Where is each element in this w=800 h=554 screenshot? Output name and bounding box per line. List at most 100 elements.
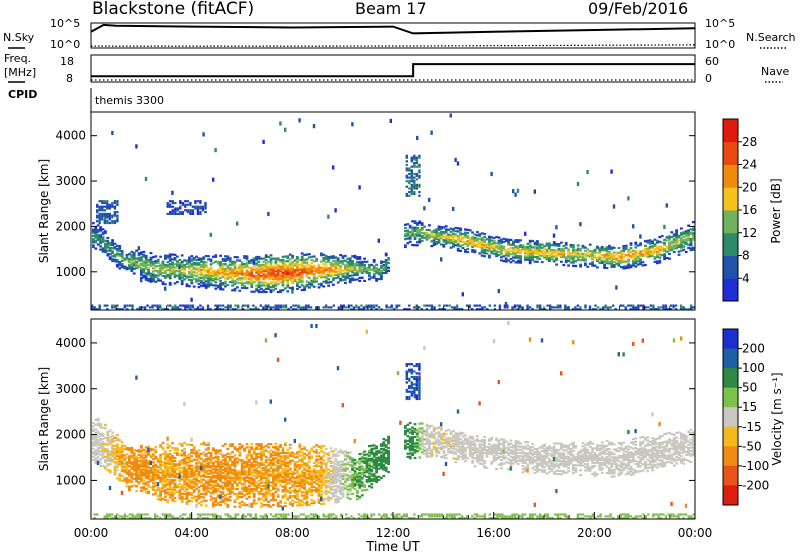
- velocity-cell: [214, 471, 218, 474]
- power-cell: [324, 264, 328, 267]
- power-cell: [166, 261, 170, 264]
- velocity-cell: [140, 475, 143, 478]
- power-cell: [267, 270, 270, 273]
- velocity-cell: [233, 463, 237, 467]
- velocity-cell: [209, 480, 213, 484]
- velocity-cell: [101, 434, 105, 437]
- power-cell: [483, 240, 486, 243]
- power-cell: [257, 289, 261, 292]
- power-cell: [171, 261, 174, 264]
- velocity-cell: [178, 454, 182, 457]
- velocity-cell: [168, 466, 172, 469]
- velocity-cell: [264, 499, 268, 502]
- power-cell: [147, 263, 150, 266]
- velocity-cell: [243, 486, 246, 489]
- power-cell: [329, 257, 333, 260]
- velocity-cell: [190, 496, 194, 499]
- power-cell: [528, 262, 532, 265]
- power-patch-cell: [556, 306, 559, 309]
- power-cell: [99, 226, 102, 229]
- power-cell: [286, 290, 290, 293]
- velocity-cell: [142, 488, 146, 492]
- velocity-cell: [245, 491, 249, 494]
- velocity-cell: [236, 460, 239, 463]
- power-cell: [478, 234, 482, 237]
- velocity-cell: [240, 470, 244, 473]
- velocity-cell: [264, 476, 268, 479]
- power-cell: [500, 240, 503, 243]
- power-patch-cell: [453, 306, 456, 309]
- power-cell: [617, 262, 621, 265]
- velocity-cell: [111, 434, 114, 437]
- power-cell: [344, 272, 347, 275]
- power-cell: [327, 260, 330, 263]
- power-cell: [144, 278, 148, 281]
- power-cell: [312, 280, 316, 283]
- velocity-cell: [262, 471, 266, 475]
- velocity-cell: [291, 453, 294, 456]
- velocity-cell: [118, 447, 122, 450]
- velocity-cell: [257, 443, 261, 446]
- frequency-line: [91, 63, 695, 78]
- power-patch-cell: [126, 304, 129, 307]
- power-patch-cell: [103, 205, 106, 208]
- power-patch-cell: [566, 306, 569, 309]
- power-patch-cell: [113, 207, 117, 210]
- power-cell: [660, 247, 664, 250]
- velocity-cell: [238, 481, 242, 484]
- power-cell: [449, 227, 453, 230]
- power-cell: [555, 250, 558, 253]
- power-cell: [260, 287, 263, 290]
- power-cell: [596, 247, 599, 250]
- velocity-cell: [243, 478, 246, 481]
- power-cell: [459, 229, 462, 232]
- velocity-cell: [245, 463, 249, 467]
- power-cell: [123, 267, 126, 270]
- velocity-cell: [252, 500, 256, 503]
- power-cell: [300, 289, 304, 292]
- power-patch-cell: [518, 306, 522, 309]
- power-patch-cell: [204, 211, 207, 214]
- power-cell: [276, 278, 280, 281]
- velocity-cell: [224, 463, 227, 467]
- power-cell: [483, 255, 486, 258]
- power-cell: [336, 271, 340, 274]
- velocity-cell: [276, 466, 280, 469]
- power-patch-cell: [410, 178, 413, 181]
- power-cell: [680, 227, 683, 230]
- velocity-cell: [207, 447, 210, 450]
- power-cell: [212, 274, 215, 277]
- power-cell: [207, 267, 210, 270]
- power-cell: [204, 283, 208, 286]
- power-cell: [675, 243, 678, 246]
- velocity-cell: [180, 492, 184, 495]
- velocity-cell: [185, 493, 189, 496]
- power-cell: [286, 255, 290, 258]
- power-cell: [274, 267, 278, 270]
- power-cell: [425, 238, 429, 241]
- velocity-cell: [123, 457, 126, 460]
- power-patch-cell: [687, 308, 690, 311]
- velocity-cell: [209, 498, 213, 501]
- velocity-cell: [257, 475, 261, 478]
- power-patch-cell: [204, 207, 207, 210]
- power-cell: [231, 278, 234, 281]
- power-cell: [656, 247, 659, 250]
- power-patch-cell: [274, 308, 278, 311]
- velocity-cell: [274, 476, 278, 479]
- velocity-cell: [255, 452, 258, 455]
- power-patch-cell: [644, 306, 648, 309]
- velocity-cell: [279, 455, 282, 458]
- power-cell: [171, 269, 174, 272]
- power-cell: [480, 243, 484, 246]
- power-cell: [423, 236, 426, 239]
- power-patch-cell: [259, 304, 262, 307]
- power-cell: [480, 240, 484, 243]
- power-cell: [166, 256, 170, 259]
- power-cell: [329, 271, 333, 274]
- velocity-cell: [173, 469, 177, 472]
- power-cell: [144, 272, 148, 275]
- power-cell: [94, 241, 98, 244]
- velocity-cell: [118, 472, 122, 476]
- power-patch-cell: [101, 218, 104, 221]
